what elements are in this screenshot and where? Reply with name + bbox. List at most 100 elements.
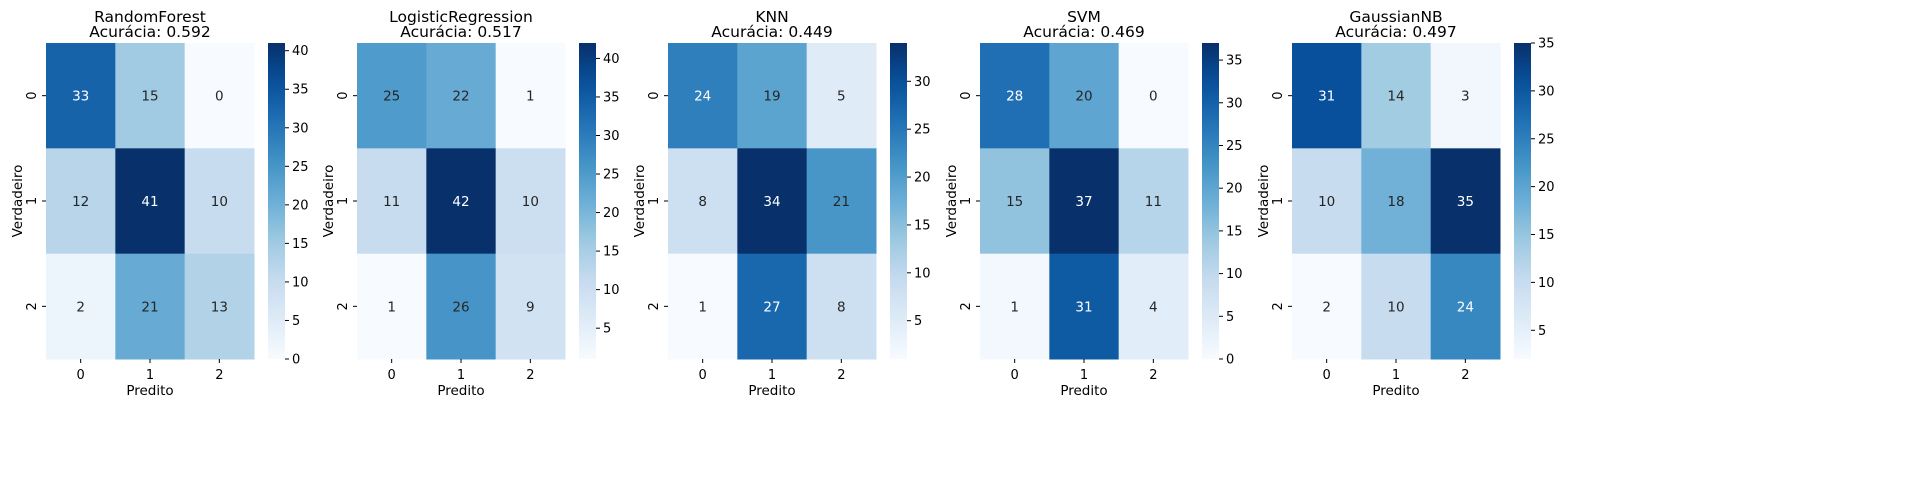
cell-0-0 xyxy=(668,43,738,149)
colorbar-tick-label: 10 xyxy=(1538,276,1555,291)
chart-subtitle: Acurácia: 0.592 xyxy=(89,23,210,41)
colorbar-tick-label: 0 xyxy=(1226,353,1234,368)
x-tick-label: 1 xyxy=(1080,368,1088,383)
colorbar-tick-label: 5 xyxy=(1538,324,1546,339)
colorbar-tick-label: 10 xyxy=(1226,267,1243,282)
cell-2-0 xyxy=(668,253,738,360)
colorbar-tick-label: 35 xyxy=(1538,37,1555,52)
x-tick-label: 1 xyxy=(1392,368,1400,383)
y-axis-label: Verdadeiro xyxy=(321,165,337,238)
colorbar-tick-label: 0 xyxy=(292,353,300,368)
cell-label-2-2: 4 xyxy=(1149,299,1158,315)
y-tick-label: 1 xyxy=(1271,197,1286,205)
colorbar xyxy=(268,43,285,359)
y-tick-label: 0 xyxy=(336,92,351,100)
colorbar-tick-label: 30 xyxy=(1538,84,1555,99)
cell-0-2 xyxy=(1430,43,1501,149)
cell-label-0-0: 31 xyxy=(1318,89,1335,105)
cell-0-2 xyxy=(184,43,255,149)
cell-label-0-1: 20 xyxy=(1075,89,1092,105)
colorbar-tick-label: 5 xyxy=(914,314,922,329)
colorbar xyxy=(579,43,596,359)
cell-label-0-1: 19 xyxy=(763,89,780,105)
colorbar-tick-label: 5 xyxy=(1226,310,1234,325)
colorbar xyxy=(1202,43,1219,359)
cell-2-0 xyxy=(357,253,427,360)
cell-label-2-1: 26 xyxy=(452,299,469,315)
cell-label-2-0: 1 xyxy=(387,299,396,315)
cell-2-2 xyxy=(806,253,877,360)
cell-0-1 xyxy=(115,43,186,149)
colorbar-tick-label: 35 xyxy=(1226,54,1243,69)
chart-title: SVM xyxy=(1067,8,1101,26)
cell-1-2 xyxy=(1430,148,1501,255)
cell-label-1-1: 34 xyxy=(763,194,780,210)
cell-0-1 xyxy=(1361,43,1432,149)
colorbar-tick-label: 40 xyxy=(603,52,620,67)
cell-1-0 xyxy=(980,148,1050,255)
chart-subtitle: Acurácia: 0.469 xyxy=(1023,23,1144,41)
cell-2-0 xyxy=(1292,253,1362,360)
cell-label-2-0: 2 xyxy=(1322,299,1331,315)
y-axis-label: Verdadeiro xyxy=(1256,165,1272,238)
chart-title: KNN xyxy=(755,8,788,26)
colorbar xyxy=(1514,43,1531,359)
x-tick-label: 1 xyxy=(457,368,465,383)
cell-0-2 xyxy=(495,43,566,149)
cell-label-1-2: 10 xyxy=(522,194,539,210)
cell-label-2-1: 10 xyxy=(1387,299,1404,315)
cell-1-1 xyxy=(115,148,186,255)
colorbar-tick-label: 40 xyxy=(292,44,309,59)
y-tick-label: 2 xyxy=(25,302,40,310)
colorbar-tick-label: 15 xyxy=(914,218,931,233)
y-tick-label: 1 xyxy=(25,197,40,205)
colorbar-tick-label: 10 xyxy=(914,266,931,281)
cell-label-1-2: 35 xyxy=(1457,194,1474,210)
chart-subtitle: Acurácia: 0.517 xyxy=(400,23,521,41)
cell-label-0-0: 25 xyxy=(383,89,400,105)
cell-0-1 xyxy=(426,43,497,149)
cell-2-1 xyxy=(115,253,186,360)
cell-label-1-1: 42 xyxy=(452,194,469,210)
x-axis-label: Predito xyxy=(1060,383,1107,399)
colorbar-tick-label: 20 xyxy=(914,171,931,186)
x-tick-label: 2 xyxy=(215,368,223,383)
cell-1-0 xyxy=(1292,148,1362,255)
cell-2-2 xyxy=(184,253,255,360)
y-tick-label: 0 xyxy=(1271,92,1286,100)
cell-label-0-2: 0 xyxy=(215,89,224,105)
colorbar-tick-label: 25 xyxy=(1226,139,1243,154)
colorbar xyxy=(890,43,907,359)
cell-label-2-0: 1 xyxy=(1010,299,1019,315)
cell-label-0-0: 24 xyxy=(694,89,711,105)
colorbar-tick-label: 20 xyxy=(603,206,620,221)
cell-label-0-1: 15 xyxy=(141,89,158,105)
y-tick-label: 1 xyxy=(959,197,974,205)
cell-1-2 xyxy=(1118,148,1189,255)
cell-label-2-1: 27 xyxy=(763,299,780,315)
x-tick-label: 2 xyxy=(526,368,534,383)
colorbar-tick-label: 25 xyxy=(292,160,309,175)
chart-subtitle: Acurácia: 0.449 xyxy=(711,23,832,41)
cell-0-0 xyxy=(980,43,1050,149)
x-tick-label: 0 xyxy=(388,368,396,383)
y-tick-label: 1 xyxy=(336,197,351,205)
x-tick-label: 1 xyxy=(146,368,154,383)
chart-title: GaussianNB xyxy=(1349,8,1442,26)
x-tick-label: 2 xyxy=(837,368,845,383)
cell-1-2 xyxy=(806,148,877,255)
chart-title: LogisticRegression xyxy=(389,8,533,26)
x-tick-label: 1 xyxy=(768,368,776,383)
cell-label-1-2: 10 xyxy=(211,194,228,210)
cell-1-0 xyxy=(668,148,738,255)
cell-label-2-1: 21 xyxy=(141,299,158,315)
cell-label-2-0: 1 xyxy=(698,299,707,315)
colorbar-tick-label: 25 xyxy=(914,123,931,138)
colorbar-tick-label: 5 xyxy=(292,314,300,329)
cell-1-2 xyxy=(495,148,566,255)
chart-subtitle: Acurácia: 0.497 xyxy=(1335,23,1456,41)
cell-label-2-2: 24 xyxy=(1457,299,1474,315)
cell-label-2-2: 13 xyxy=(211,299,228,315)
